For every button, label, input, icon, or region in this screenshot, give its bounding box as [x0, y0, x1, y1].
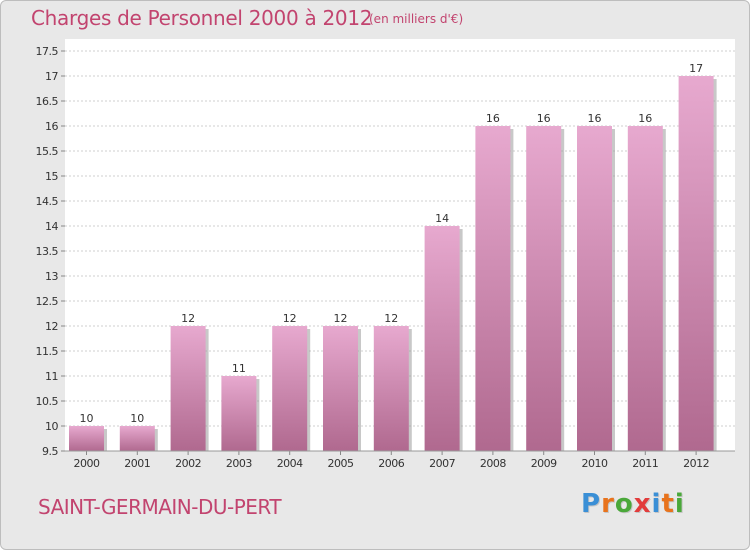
y-axis-ticks: 9.5 10 10.5 11 11.5 12 12.5 13 13.5 14 14.5 15 15.5 1… — [36, 45, 65, 458]
y-tick-label: 15 — [45, 170, 58, 183]
data-label: 12 — [334, 312, 348, 325]
bar-2004 — [272, 326, 308, 451]
y-tick-label: 15.5 — [36, 145, 59, 158]
data-label: 14 — [435, 212, 449, 225]
bar-2005 — [323, 326, 358, 451]
y-tick-label: 11 — [45, 370, 58, 383]
bar-2006 — [373, 326, 409, 451]
y-tick-label: 17 — [45, 70, 58, 83]
y-tick-label: 17.5 — [36, 45, 59, 58]
chart-subtitle: (en milliers d'€) — [369, 12, 464, 26]
x-tick-label: 2011 — [632, 457, 658, 470]
x-tick-label: 2010 — [582, 457, 608, 470]
data-label: 11 — [232, 362, 246, 375]
x-tick-label: 2005 — [328, 457, 354, 470]
bar-2003 — [221, 376, 257, 451]
bar-2007 — [424, 226, 460, 451]
data-label: 16 — [588, 112, 602, 125]
x-tick-label: 2003 — [226, 457, 252, 470]
y-tick-label: 10.5 — [36, 395, 59, 408]
chart-title: Charges de Personnel 2000 à 2012 — [31, 6, 373, 30]
y-tick-label: 13 — [45, 270, 58, 283]
x-tick-label: 2002 — [175, 457, 201, 470]
data-label: 12 — [384, 312, 398, 325]
x-axis-ticks: 2000 2001 2002 2003 2004 2005 2006 2007 2008 2009… — [74, 451, 710, 470]
x-tick-label: 2006 — [378, 457, 404, 470]
y-tick-label: 12.5 — [36, 295, 59, 308]
x-tick-label: 2004 — [277, 457, 303, 470]
x-tick-label: 2000 — [74, 457, 100, 470]
proxiti-logo: Proxiti — [581, 489, 685, 519]
y-tick-label: 9.5 — [42, 445, 58, 458]
data-label: 16 — [486, 112, 500, 125]
y-tick-label: 11.5 — [36, 345, 59, 358]
bar-2002 — [170, 326, 206, 451]
data-label: 10 — [130, 412, 144, 425]
y-tick-label: 12 — [45, 320, 58, 333]
bars: 10 10 12 11 12 12 12 14 16 16 16 16 17 — [69, 62, 717, 451]
y-tick-label: 10 — [45, 420, 58, 433]
bar-2012 — [678, 76, 714, 451]
x-tick-label: 2009 — [531, 457, 557, 470]
bar-2009 — [526, 126, 562, 451]
x-tick-label: 2012 — [683, 457, 709, 470]
y-tick-label: 13.5 — [36, 245, 59, 258]
bar-2008 — [475, 126, 511, 451]
x-tick-label: 2008 — [480, 457, 506, 470]
x-tick-label: 2001 — [124, 457, 150, 470]
data-label: 17 — [689, 62, 703, 75]
y-tick-label: 16 — [45, 120, 58, 133]
bar-2011 — [627, 126, 663, 451]
data-label: 12 — [283, 312, 297, 325]
data-label: 16 — [638, 112, 652, 125]
y-tick-label: 14 — [45, 220, 58, 233]
bar-2000 — [69, 426, 104, 451]
y-tick-label: 16.5 — [36, 95, 59, 108]
x-tick-label: 2007 — [429, 457, 455, 470]
bar-2001 — [119, 426, 155, 451]
data-label: 16 — [537, 112, 551, 125]
y-tick-label: 14.5 — [36, 195, 59, 208]
place-name: SAINT-GERMAIN-DU-PERT — [38, 495, 282, 519]
data-label: 12 — [181, 312, 195, 325]
bar-2010 — [577, 126, 612, 451]
data-label: 10 — [80, 412, 94, 425]
